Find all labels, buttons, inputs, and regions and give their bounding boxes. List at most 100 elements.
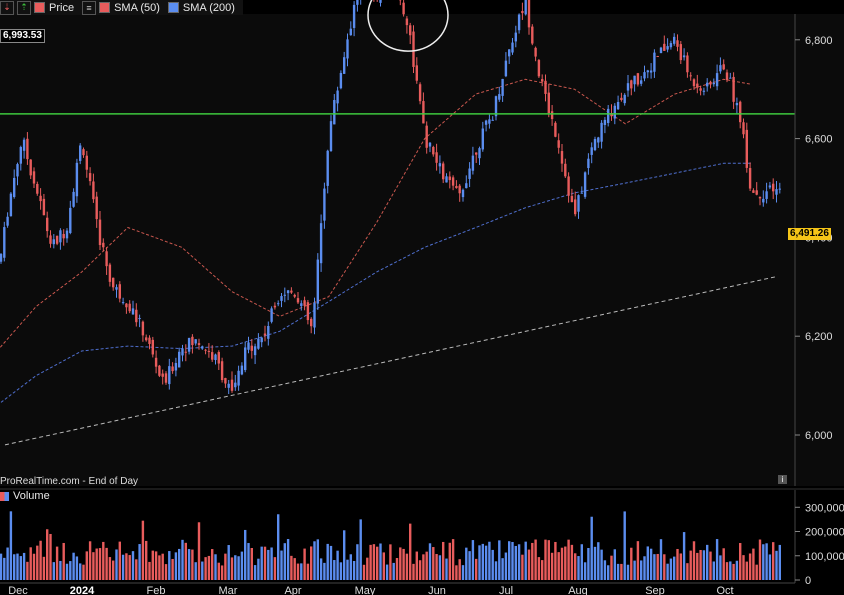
volume-bar — [3, 557, 6, 580]
candle-body — [250, 345, 253, 351]
candle-body — [224, 378, 227, 384]
volume-bar — [748, 553, 752, 580]
candle-body — [62, 233, 65, 239]
info-icon[interactable]: i — [778, 475, 787, 484]
volume-bar — [115, 549, 118, 580]
candle-body — [42, 198, 46, 216]
volume-bar — [329, 545, 333, 580]
volume-bar — [633, 560, 636, 580]
candle-body — [762, 198, 765, 203]
volume-bar — [164, 564, 168, 580]
volume-bar — [465, 547, 468, 580]
volume-bar — [696, 552, 699, 580]
candle-body — [286, 290, 290, 294]
candle-body — [26, 138, 29, 160]
candle-body — [583, 172, 587, 197]
volume-bar — [531, 542, 534, 580]
volume-bar — [402, 548, 405, 580]
candle-body — [702, 90, 706, 92]
volume-bar — [286, 539, 290, 580]
volume-bar — [712, 561, 715, 580]
candle-body — [554, 122, 557, 137]
volume-bar — [689, 550, 692, 580]
candle-body — [455, 186, 458, 189]
candle-body — [168, 366, 171, 385]
candle-body — [141, 321, 145, 336]
candle-body — [514, 32, 517, 42]
candle-body — [181, 348, 184, 356]
volume-bar — [762, 544, 765, 580]
candle-body — [580, 192, 583, 194]
candle-body — [174, 363, 178, 371]
volume-bar — [372, 544, 376, 580]
volume-bar — [230, 557, 234, 580]
candle-body — [194, 339, 197, 344]
volume-bar — [392, 562, 395, 580]
volume-bar — [201, 561, 204, 580]
volume-bar — [541, 560, 544, 580]
volume-bar — [118, 541, 121, 580]
volume-bar — [570, 544, 574, 580]
volume-bar — [379, 543, 382, 580]
candle-body — [59, 230, 62, 243]
volume-bar — [428, 543, 432, 580]
chart-legend: ⇣ ⇡ Price ≡ SMA (50) SMA (200) — [0, 0, 243, 15]
candle-body — [240, 365, 244, 375]
volume-bar — [709, 551, 712, 580]
candle-body — [484, 120, 488, 125]
candle-body — [491, 119, 494, 121]
candle-body — [432, 146, 435, 155]
volume-bar — [125, 553, 128, 580]
candle-body — [329, 121, 333, 152]
volume-bar — [504, 552, 508, 580]
volume-bar — [300, 563, 303, 580]
volume-bar — [405, 553, 409, 580]
volume-bar — [79, 563, 82, 580]
volume-bar — [613, 549, 616, 580]
candle-body — [49, 235, 52, 244]
volume-bar — [336, 550, 339, 580]
volume-bar — [356, 544, 359, 580]
volume-bar — [62, 542, 65, 580]
candle-body — [481, 128, 484, 150]
legend-sma50[interactable]: SMA (50) — [99, 2, 160, 14]
arrow-up-icon[interactable]: ⇡ — [17, 0, 31, 15]
x-tick-label: Oct — [716, 585, 733, 595]
candle-body — [418, 84, 422, 102]
volume-bar — [468, 551, 471, 580]
candle-body — [220, 361, 224, 381]
y-tick-label: 6,000 — [805, 430, 833, 442]
candle-body — [593, 139, 597, 151]
candle-body — [415, 65, 418, 81]
candle-body — [3, 227, 6, 258]
candle-body — [343, 57, 346, 74]
volume-bar — [13, 554, 16, 580]
volume-bar — [253, 565, 257, 580]
candle-body — [336, 90, 339, 104]
volume-bar — [432, 547, 435, 580]
candle-body — [201, 346, 204, 349]
volume-bar — [395, 557, 399, 580]
volume-bar — [653, 554, 656, 580]
legend-price[interactable]: Price — [34, 2, 74, 14]
candle-body — [633, 75, 636, 85]
candle-body — [346, 39, 349, 59]
volume-bar — [39, 540, 42, 580]
legend-sma200[interactable]: SMA (200) — [167, 2, 235, 14]
volume-swatch — [0, 491, 9, 501]
candle-body — [270, 308, 273, 322]
candle-body — [438, 163, 442, 167]
volume-bar — [385, 564, 389, 580]
list-icon[interactable]: ≡ — [82, 0, 97, 15]
candle-body — [630, 80, 633, 89]
candle-body — [508, 49, 511, 57]
x-tick-label: May — [355, 585, 376, 595]
candle-body — [273, 305, 277, 308]
x-tick-label: Jun — [428, 585, 446, 595]
volume-bar — [65, 563, 69, 580]
candle-body — [640, 80, 643, 84]
price-tool-icon[interactable]: ⇣ — [0, 0, 14, 15]
volume-bar — [237, 556, 240, 580]
volume-tick-label: 200,000 — [805, 527, 844, 539]
